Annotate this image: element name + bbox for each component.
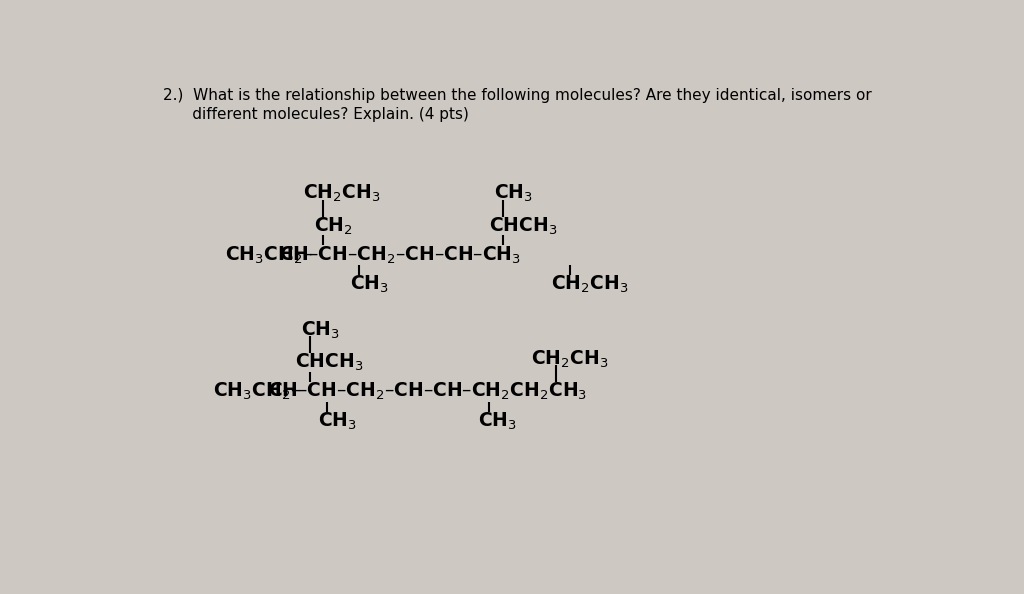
Text: CH$_3$CH$_2$–: CH$_3$CH$_2$–	[225, 245, 312, 266]
Text: CH$_3$: CH$_3$	[494, 183, 532, 204]
Text: CH$_3$: CH$_3$	[301, 320, 340, 340]
Text: CH–CH–CH$_2$–CH–CH–CH$_3$: CH–CH–CH$_2$–CH–CH–CH$_3$	[280, 245, 521, 266]
Text: CH$_2$CH$_3$: CH$_2$CH$_3$	[551, 274, 629, 295]
Text: CHCH$_3$: CHCH$_3$	[489, 216, 557, 236]
Text: CH$_3$: CH$_3$	[349, 274, 388, 295]
Text: CH$_2$: CH$_2$	[314, 216, 353, 236]
Text: 2.)  What is the relationship between the following molecules? Are they identica: 2.) What is the relationship between the…	[163, 89, 871, 103]
Text: CHCH$_3$: CHCH$_3$	[295, 352, 362, 373]
Text: CH$_3$CH$_2$–: CH$_3$CH$_2$–	[213, 381, 301, 402]
Text: different molecules? Explain. (4 pts): different molecules? Explain. (4 pts)	[163, 107, 469, 122]
Text: CH–CH–CH$_2$–CH–CH–CH$_2$CH$_2$CH$_3$: CH–CH–CH$_2$–CH–CH–CH$_2$CH$_2$CH$_3$	[267, 381, 587, 402]
Text: CH$_2$CH$_3$: CH$_2$CH$_3$	[303, 183, 381, 204]
Text: CH$_3$: CH$_3$	[478, 410, 517, 431]
Text: CH$_2$CH$_3$: CH$_2$CH$_3$	[531, 349, 608, 370]
Text: CH$_3$: CH$_3$	[317, 410, 356, 431]
